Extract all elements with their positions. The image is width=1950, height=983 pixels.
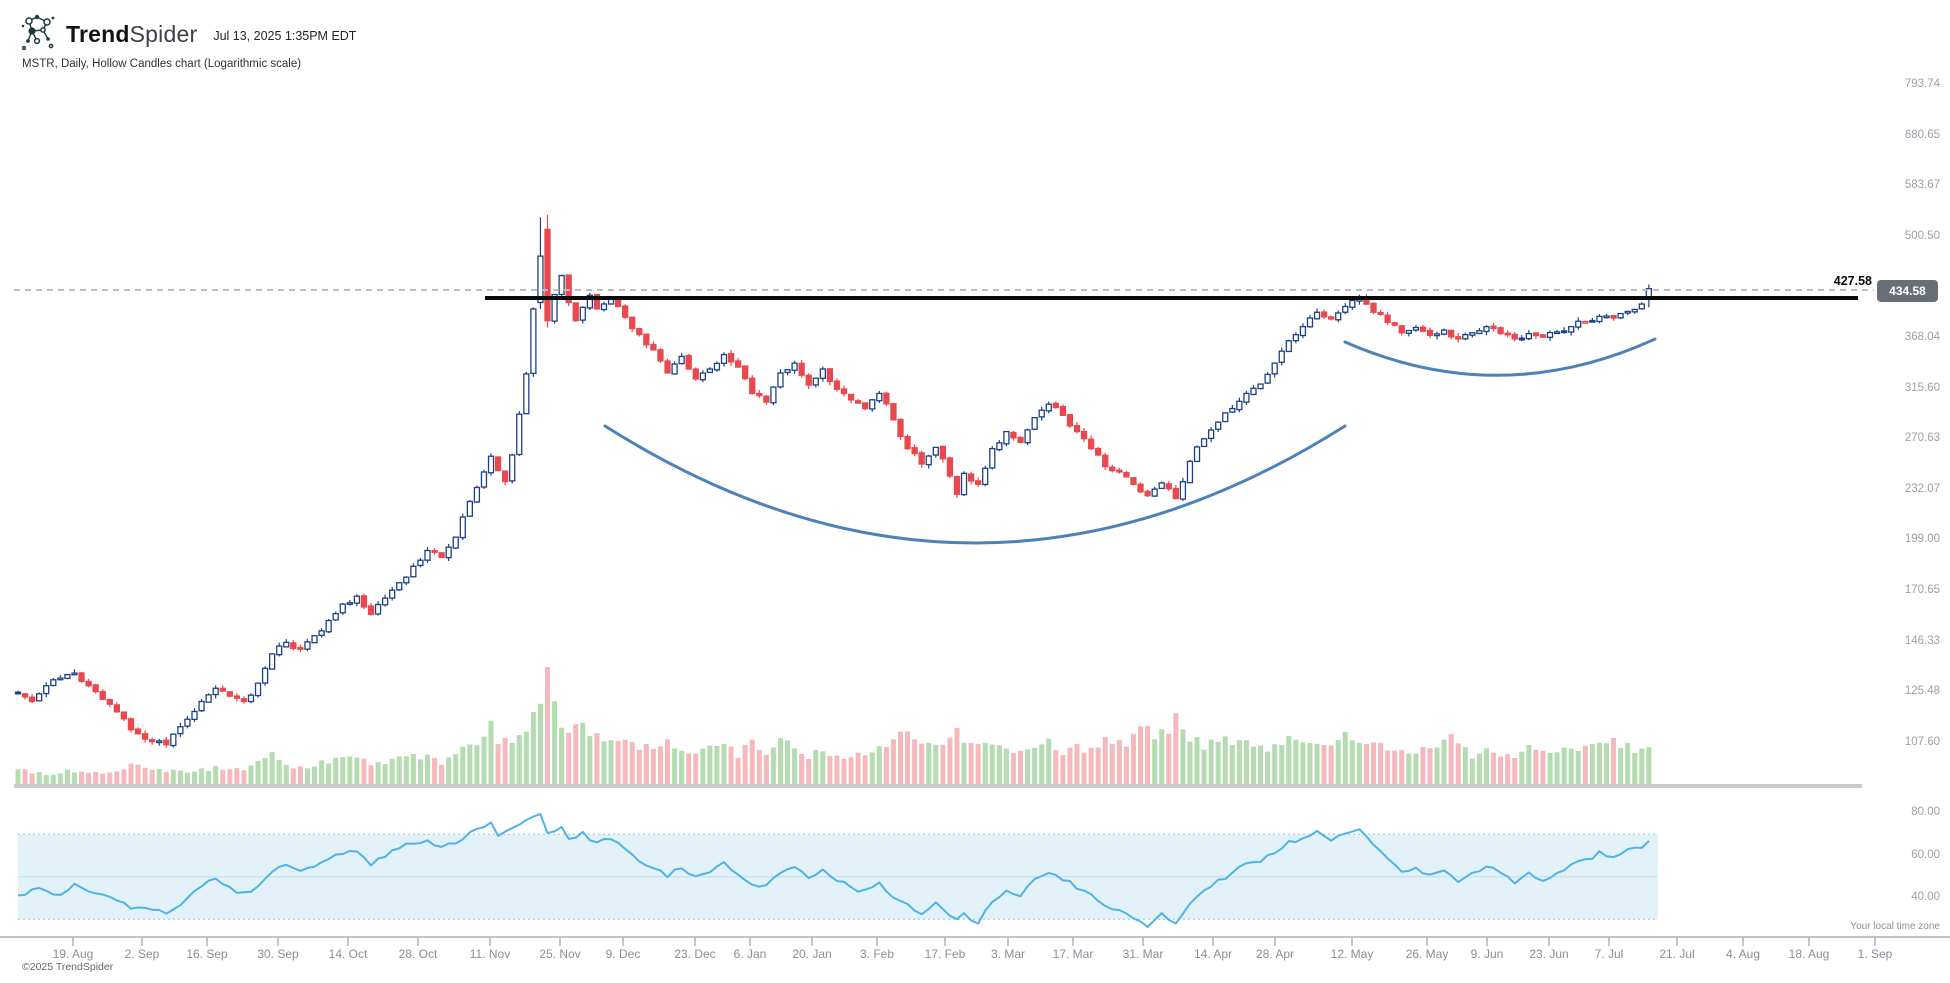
- price-axis-label: 107.60: [1904, 735, 1940, 748]
- date-axis-label: 17. Feb: [924, 947, 966, 961]
- date-axis-label: 23. Dec: [674, 947, 716, 961]
- date-axis-label: 1. Sep: [1857, 947, 1893, 961]
- price-axis-label: 583.67: [1904, 179, 1940, 192]
- price-axis-label: 368.04: [1904, 331, 1940, 344]
- axes: [0, 936, 1950, 946]
- date-axis-label: 25. Nov: [539, 947, 581, 961]
- date-axis-label: 18. Aug: [1788, 947, 1830, 961]
- chart-timestamp: Jul 13, 2025 1:35PM EDT: [213, 29, 357, 43]
- date-axis-label: 12. May: [1330, 947, 1374, 961]
- date-axis-label: 7. Jul: [1594, 947, 1624, 961]
- indicator-axis-label: 80.00: [1911, 806, 1940, 818]
- copyright: ©2025 TrendSpider: [22, 961, 114, 973]
- price-axis-label: 793.74: [1904, 78, 1940, 90]
- date-axis-label: 14. Oct: [328, 947, 368, 961]
- cup-arc-annotation: [1343, 337, 1657, 377]
- indicator-axis-label: 60.00: [1911, 848, 1940, 861]
- rsi-line-group: [17, 813, 1650, 928]
- price-axis-label: 170.65: [1904, 584, 1940, 597]
- date-axis-label: 16. Sep: [186, 947, 228, 961]
- price-axis-label: 270.63: [1904, 432, 1940, 445]
- price-line-label: 427.58: [1833, 274, 1872, 288]
- timezone-note: Your local time zone: [1850, 921, 1940, 932]
- price-axis-label: 146.33: [1904, 634, 1940, 647]
- date-axis-label: 21. Jul: [1659, 947, 1695, 961]
- date-axis-label: 20. Jan: [792, 947, 832, 961]
- date-axis-label: 9. Dec: [605, 947, 641, 961]
- price-axis-label: 500.50: [1904, 229, 1940, 242]
- candles: [14, 214, 1653, 748]
- last-price-badge: 434.58: [1877, 280, 1938, 302]
- price-axis-label: 232.07: [1904, 482, 1940, 495]
- price-axis-label: 315.60: [1904, 381, 1940, 394]
- date-axis-label: 11. Nov: [469, 947, 511, 961]
- date-axis-label: 31. Mar: [1122, 947, 1164, 961]
- header: TrendSpider Jul 13, 2025 1:35PM EDT: [20, 12, 356, 57]
- date-axis-label: 9. Jun: [1470, 947, 1504, 961]
- trendspider-logo-text: TrendSpider: [66, 21, 197, 48]
- date-axis-label: 14. Apr: [1193, 947, 1233, 961]
- date-axis-label: 2. Sep: [124, 947, 160, 961]
- date-axis-label: 26. May: [1405, 947, 1449, 961]
- volume-pane: [14, 667, 1862, 788]
- date-axis-label: 19. Aug: [52, 947, 94, 961]
- annotations: [14, 289, 1874, 545]
- date-axis-label: 17. Mar: [1052, 947, 1094, 961]
- date-axis-label: 28. Apr: [1255, 947, 1295, 961]
- logo-trend: Trend: [66, 21, 130, 47]
- cup-arc-annotation: [603, 424, 1347, 545]
- date-axis-label: 6. Jan: [733, 947, 767, 961]
- price-axis-label: 680.65: [1904, 128, 1940, 141]
- rsi-line: [17, 813, 1650, 928]
- indicator-axis-label: 40.00: [1911, 891, 1940, 903]
- price-axis-label: 199.00: [1904, 533, 1940, 546]
- price-axis-label: 125.48: [1904, 685, 1940, 698]
- date-axis-label: 28. Oct: [398, 947, 438, 961]
- logo-spider: Spider: [129, 21, 198, 47]
- date-axis-label: 4. Aug: [1725, 947, 1761, 961]
- rsi-band: [18, 833, 1658, 920]
- date-axis-label: 3. Mar: [990, 947, 1026, 961]
- trendspider-logo-icon: [20, 12, 58, 57]
- date-axis-label: 3. Feb: [859, 947, 895, 961]
- chart-subtitle: MSTR, Daily, Hollow Candles chart (Logar…: [22, 58, 302, 70]
- date-axis-label: 30. Sep: [257, 947, 299, 961]
- date-axis-label: 23. Jun: [1529, 947, 1569, 961]
